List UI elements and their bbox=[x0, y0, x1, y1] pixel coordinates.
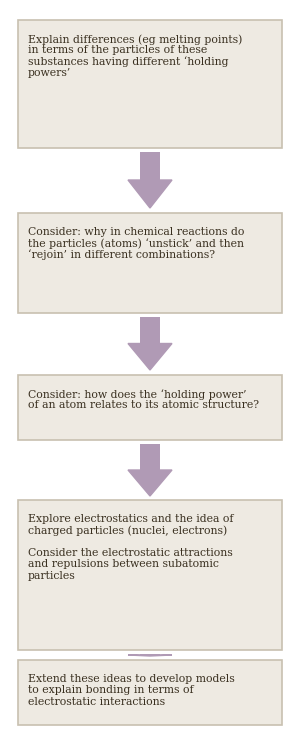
Text: to explain bonding in terms of: to explain bonding in terms of bbox=[28, 685, 194, 695]
Polygon shape bbox=[128, 470, 172, 496]
Text: the particles (atoms) ‘unstick’ and then: the particles (atoms) ‘unstick’ and then bbox=[28, 238, 244, 249]
Text: and repulsions between subatomic: and repulsions between subatomic bbox=[28, 559, 219, 569]
Text: Extend these ideas to develop models: Extend these ideas to develop models bbox=[28, 674, 235, 684]
Text: substances having different ‘holding: substances having different ‘holding bbox=[28, 57, 229, 68]
Bar bbox=[140, 654, 160, 655]
Text: particles: particles bbox=[28, 570, 76, 581]
Text: ‘rejoin’ in different combinations?: ‘rejoin’ in different combinations? bbox=[28, 250, 215, 260]
Polygon shape bbox=[128, 343, 172, 370]
Text: in terms of the particles of these: in terms of the particles of these bbox=[28, 46, 207, 55]
Bar bbox=[140, 444, 160, 470]
FancyBboxPatch shape bbox=[18, 20, 282, 148]
Text: powers’: powers’ bbox=[28, 68, 71, 78]
FancyBboxPatch shape bbox=[18, 660, 282, 725]
FancyBboxPatch shape bbox=[18, 500, 282, 650]
Text: Consider the electrostatic attractions: Consider the electrostatic attractions bbox=[28, 548, 233, 558]
Text: charged particles (nuclei, electrons): charged particles (nuclei, electrons) bbox=[28, 526, 227, 536]
Text: Consider: how does the ‘holding power’: Consider: how does the ‘holding power’ bbox=[28, 389, 247, 400]
Text: Explore electrostatics and the idea of: Explore electrostatics and the idea of bbox=[28, 514, 233, 524]
Text: Consider: why in chemical reactions do: Consider: why in chemical reactions do bbox=[28, 227, 244, 237]
Polygon shape bbox=[128, 655, 172, 656]
FancyBboxPatch shape bbox=[18, 375, 282, 440]
Bar bbox=[140, 152, 160, 180]
Text: electrostatic interactions: electrostatic interactions bbox=[28, 697, 165, 706]
Bar bbox=[140, 317, 160, 343]
FancyBboxPatch shape bbox=[18, 213, 282, 313]
Text: of an atom relates to its atomic structure?: of an atom relates to its atomic structu… bbox=[28, 401, 259, 410]
Text: Explain differences (eg melting points): Explain differences (eg melting points) bbox=[28, 34, 242, 45]
Polygon shape bbox=[128, 180, 172, 208]
